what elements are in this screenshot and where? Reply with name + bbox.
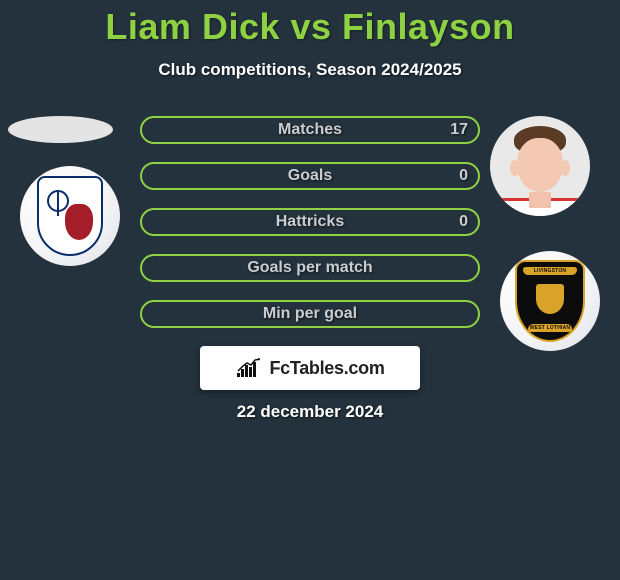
stat-label: Matches: [278, 121, 342, 139]
stat-row-hattricks: Hattricks 0: [140, 208, 480, 236]
crest-bottom-text: WEST LOTHIAN: [528, 324, 572, 332]
stat-row-goals-per-match: Goals per match: [140, 254, 480, 282]
stat-value-right: 17: [450, 121, 468, 139]
date-line: 22 december 2024: [0, 402, 620, 422]
left-club-crest: [20, 166, 120, 266]
left-player-photo-placeholder: [8, 116, 113, 143]
stat-row-min-per-goal: Min per goal: [140, 300, 480, 328]
stat-value-right: 0: [459, 213, 468, 231]
stat-row-matches: Matches 17: [140, 116, 480, 144]
stat-label: Goals: [288, 167, 332, 185]
subtitle: Club competitions, Season 2024/2025: [0, 60, 620, 80]
stat-label: Goals per match: [247, 259, 372, 277]
fctables-badge[interactable]: FcTables.com: [200, 346, 420, 390]
stat-label: Hattricks: [276, 213, 344, 231]
stats-area: LIVINGSTON WEST LOTHIAN Matches 17 Goals…: [0, 116, 620, 328]
crest-top-text: LIVINGSTON: [523, 267, 577, 275]
stat-value-right: 0: [459, 167, 468, 185]
stat-bars: Matches 17 Goals 0 Hattricks 0 Goals per…: [140, 116, 480, 328]
right-club-crest: LIVINGSTON WEST LOTHIAN: [500, 251, 600, 351]
stat-row-goals: Goals 0: [140, 162, 480, 190]
raith-rovers-crest-icon: [37, 176, 103, 256]
fctables-logo-icon: [235, 357, 263, 379]
stat-label: Min per goal: [263, 305, 357, 323]
livingston-crest-icon: LIVINGSTON WEST LOTHIAN: [515, 260, 585, 342]
right-player-photo: [490, 116, 590, 216]
page-title: Liam Dick vs Finlayson: [0, 6, 620, 48]
fctables-brand-text: FcTables.com: [269, 358, 384, 379]
